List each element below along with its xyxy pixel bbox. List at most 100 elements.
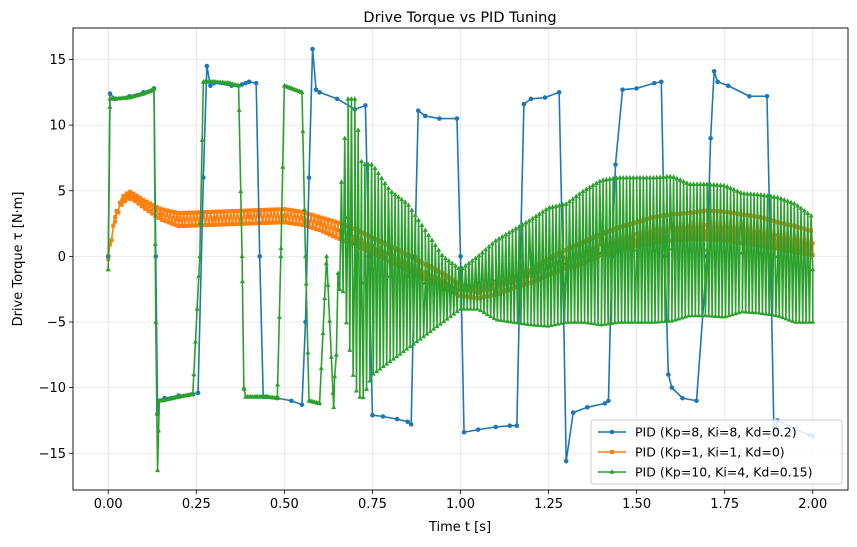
data-point <box>113 215 118 219</box>
data-point <box>367 377 373 383</box>
data-point <box>364 386 370 391</box>
data-point <box>497 280 502 285</box>
data-point <box>683 237 688 242</box>
data-point <box>649 319 655 324</box>
data-point <box>127 192 132 197</box>
data-point <box>253 221 258 226</box>
data-point <box>375 170 381 176</box>
data-point <box>478 307 484 313</box>
data-point <box>196 223 201 228</box>
data-point <box>470 285 475 289</box>
data-point <box>756 309 762 315</box>
data-point <box>629 319 635 324</box>
data-point <box>543 206 549 212</box>
data-point <box>778 195 784 201</box>
data-point <box>446 257 452 263</box>
data-point <box>791 200 797 206</box>
data-point <box>480 284 485 289</box>
data-point <box>124 191 129 196</box>
data-point <box>407 343 413 349</box>
data-point <box>731 186 737 192</box>
data-point <box>284 220 289 225</box>
data-point <box>312 213 317 218</box>
data-point <box>175 210 180 215</box>
data-point <box>183 223 188 228</box>
data-point <box>476 285 481 290</box>
data-point <box>711 69 717 74</box>
data-point <box>278 245 284 251</box>
data-point <box>268 207 273 212</box>
data-point <box>352 240 358 246</box>
data-point <box>500 279 505 284</box>
data-point <box>304 224 309 229</box>
data-point <box>694 181 700 186</box>
data-point <box>730 239 735 244</box>
data-point <box>639 319 645 324</box>
data-point <box>357 394 363 399</box>
data-point <box>331 404 337 410</box>
data-point <box>597 178 603 184</box>
data-point <box>190 223 195 228</box>
data-point <box>161 207 166 212</box>
data-point <box>456 265 462 271</box>
data-point <box>322 295 328 301</box>
data-point <box>489 240 495 246</box>
data-point <box>191 210 196 215</box>
data-point <box>360 394 366 400</box>
data-point <box>422 279 428 285</box>
data-point <box>154 411 160 416</box>
data-point <box>138 195 143 200</box>
data-point <box>414 338 420 344</box>
data-point <box>171 209 176 214</box>
data-point <box>679 237 684 242</box>
data-point <box>257 254 263 259</box>
data-point <box>499 233 505 239</box>
data-point <box>354 243 359 248</box>
data-point <box>458 286 463 291</box>
data-point <box>397 351 403 356</box>
data-point <box>747 242 752 247</box>
data-point <box>143 206 148 211</box>
data-point <box>790 249 795 254</box>
data-point <box>651 80 657 86</box>
data-point <box>681 178 687 184</box>
data-point <box>239 253 245 259</box>
data-point <box>431 281 436 286</box>
data-point <box>282 207 287 212</box>
data-point <box>476 252 482 258</box>
data-point <box>421 277 426 282</box>
data-point <box>345 96 351 101</box>
data-point <box>760 244 765 249</box>
legend: PID (Kp=8, Ki=8, Kd=0.2) PID (Kp=1, Ki=1,… <box>590 419 843 485</box>
data-point <box>644 174 650 180</box>
data-point <box>666 318 672 323</box>
data-point <box>277 220 282 225</box>
data-point <box>592 320 598 326</box>
data-point <box>616 247 622 252</box>
data-point <box>155 467 161 473</box>
data-point <box>322 216 327 221</box>
data-point <box>535 322 541 327</box>
data-point <box>697 181 703 186</box>
data-point <box>593 180 599 186</box>
data-point <box>676 238 681 243</box>
data-point <box>810 266 816 272</box>
data-point <box>780 247 785 252</box>
data-point <box>324 253 330 259</box>
data-point <box>427 328 433 334</box>
data-point <box>528 96 534 102</box>
data-point <box>711 181 717 187</box>
data-point <box>461 429 467 435</box>
data-point <box>317 228 322 233</box>
data-point <box>292 208 297 213</box>
data-point <box>290 221 295 226</box>
data-point <box>404 268 409 273</box>
data-point <box>658 79 664 85</box>
data-point <box>585 319 591 325</box>
data-point <box>141 197 146 202</box>
data-point <box>439 252 445 257</box>
data-point <box>287 221 292 225</box>
data-point <box>664 173 670 179</box>
data-point <box>350 372 356 377</box>
data-point <box>716 313 722 319</box>
